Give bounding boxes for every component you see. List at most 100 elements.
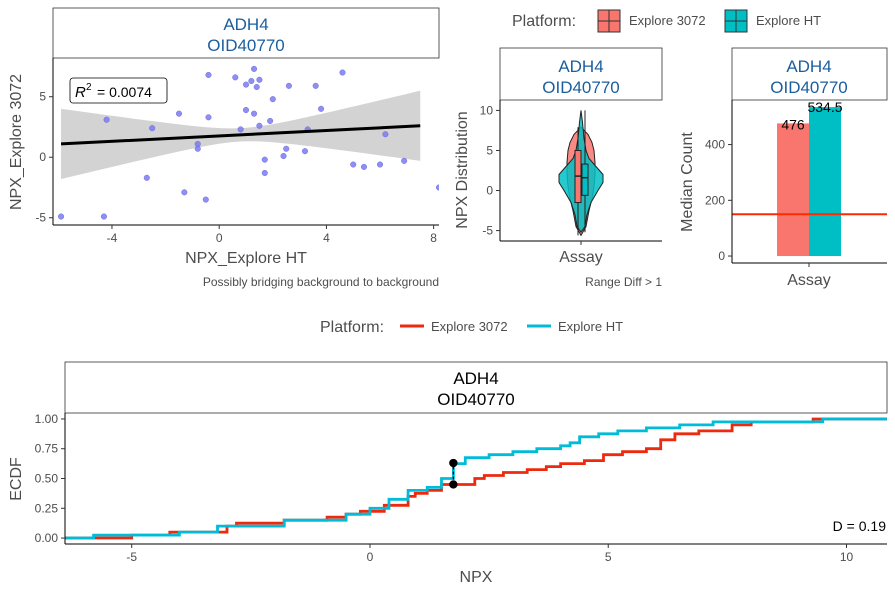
scatter-point bbox=[205, 71, 212, 78]
y-tick-label: 10 bbox=[480, 103, 494, 117]
ecdf-x-label: NPX bbox=[460, 569, 493, 586]
y-tick-label: -5 bbox=[482, 224, 493, 238]
scatter-point bbox=[103, 116, 110, 123]
violin-plot bbox=[558, 110, 604, 237]
ecdf-strip bbox=[64, 361, 888, 414]
scatter-point bbox=[194, 145, 201, 152]
scatter-point bbox=[232, 74, 239, 81]
ecdf-strip-gene: ADH4 bbox=[453, 369, 498, 388]
scatter-point bbox=[149, 125, 156, 132]
scatter-x-label: NPX_Explore HT bbox=[185, 250, 307, 267]
violin-strip bbox=[499, 47, 663, 101]
top-legend: Platform: Explore 3072 Explore HT bbox=[512, 9, 821, 33]
ecdf-y-label: ECDF bbox=[8, 457, 25, 501]
scatter-point bbox=[267, 117, 274, 124]
top-legend-label-explore3072: Explore 3072 bbox=[629, 13, 706, 28]
scatter-point bbox=[175, 110, 182, 117]
scatter-panel: ADH4 OID40770 -4 0 4 8 -5 0 5 R 2 = 0.0074 NPX… bbox=[8, 7, 440, 289]
bar-ticks: 0 200 400 bbox=[705, 138, 810, 267]
ecdf-plot bbox=[65, 417, 887, 540]
x-tick-label: 4 bbox=[323, 231, 330, 245]
scatter-point bbox=[285, 82, 292, 89]
y-tick-label: 0 bbox=[39, 150, 46, 164]
scatter-point bbox=[280, 153, 287, 160]
scatter-point bbox=[269, 96, 276, 103]
scatter-point bbox=[256, 76, 263, 83]
scatter-point bbox=[377, 161, 384, 168]
r2-superscript: 2 bbox=[86, 82, 92, 93]
ecdf-panel: ADH4 OID40770 -5 0 5 10 0.00 0.25 0.50 0.75 1.00… bbox=[8, 361, 888, 586]
scatter-caption: Possibly bridging background to backgrou… bbox=[203, 275, 439, 289]
scatter-point bbox=[251, 110, 258, 117]
ks-point-low bbox=[449, 480, 458, 489]
scatter-point bbox=[58, 213, 65, 220]
y-tick-label: 400 bbox=[705, 138, 725, 152]
ks-d-annotation: D = 0.19 bbox=[833, 518, 887, 534]
scatter-point bbox=[205, 114, 212, 121]
y-tick-label: 0 bbox=[718, 249, 725, 263]
bar-strip-oid: OID40770 bbox=[770, 78, 848, 97]
r2-symbol: R bbox=[75, 84, 86, 101]
x-tick-label: 5 bbox=[605, 550, 612, 564]
scatter-point bbox=[143, 174, 150, 181]
scatter-point bbox=[360, 163, 367, 170]
scatter-strip-gene: ADH4 bbox=[223, 15, 268, 34]
scatter-point bbox=[312, 82, 319, 89]
bottom-legend: Platform: Explore 3072 Explore HT bbox=[320, 319, 623, 336]
scatter-point bbox=[283, 145, 290, 152]
violin-strip-gene: ADH4 bbox=[558, 57, 603, 76]
x-tick-label: -4 bbox=[107, 231, 118, 245]
scatter-point bbox=[436, 184, 439, 191]
y-tick-label: 0.00 bbox=[35, 531, 59, 545]
scatter-strip bbox=[52, 7, 440, 59]
bar-exploreht bbox=[809, 107, 841, 257]
ecdf-ticks: -5 0 5 10 0.00 0.25 0.50 0.75 1.00 bbox=[35, 412, 854, 564]
bottom-legend-title: Platform: bbox=[320, 319, 384, 336]
y-tick-label: 0 bbox=[486, 184, 493, 198]
violin-x-tick-label: Assay bbox=[559, 249, 603, 266]
scatter-point bbox=[256, 122, 263, 129]
bar-label-explore3072: 476 bbox=[781, 116, 805, 132]
scatter-point bbox=[242, 81, 249, 88]
scatter-point bbox=[261, 169, 268, 176]
scatter-points bbox=[58, 65, 439, 220]
y-tick-label: 1.00 bbox=[35, 412, 59, 426]
ecdf-line-exploreht bbox=[65, 417, 887, 540]
ecdf-strip-oid: OID40770 bbox=[437, 390, 515, 409]
r2-value: = 0.0074 bbox=[97, 84, 152, 100]
scatter-point bbox=[181, 189, 188, 196]
scatter-point bbox=[301, 148, 308, 155]
scatter-point bbox=[202, 196, 209, 203]
scatter-point bbox=[100, 213, 107, 220]
x-tick-label: 0 bbox=[216, 231, 223, 245]
bottom-legend-label-exploreht: Explore HT bbox=[558, 319, 623, 334]
scatter-point bbox=[318, 105, 325, 112]
y-tick-label: 0.25 bbox=[35, 501, 59, 515]
bar-strip bbox=[731, 47, 888, 101]
x-tick-label: -5 bbox=[126, 550, 137, 564]
scatter-point bbox=[261, 156, 268, 163]
y-tick-label: 5 bbox=[39, 90, 46, 104]
bar-explore3072 bbox=[777, 123, 809, 257]
bar-label-exploreht: 534.5 bbox=[807, 99, 842, 115]
x-tick-label: 0 bbox=[367, 550, 374, 564]
scatter-point bbox=[237, 126, 244, 133]
ecdf-line-explore3072 bbox=[65, 417, 887, 540]
scatter-point bbox=[253, 84, 260, 91]
ks-point-high bbox=[449, 458, 458, 468]
y-tick-label: 0.50 bbox=[35, 472, 59, 486]
regression-line bbox=[60, 124, 421, 146]
regression-line-group bbox=[60, 124, 421, 146]
violin-caption: Range Diff > 1 bbox=[585, 275, 662, 289]
scatter-point bbox=[350, 161, 357, 168]
violin-ticks: -5 0 5 10 bbox=[480, 103, 582, 245]
scatter-y-label: NPX_Explore 3072 bbox=[8, 74, 25, 210]
top-legend-label-exploreht: Explore HT bbox=[756, 13, 821, 28]
scatter-point bbox=[248, 77, 255, 84]
y-tick-label: 5 bbox=[486, 143, 493, 157]
x-tick-label: 8 bbox=[430, 231, 437, 245]
scatter-point bbox=[251, 65, 258, 72]
